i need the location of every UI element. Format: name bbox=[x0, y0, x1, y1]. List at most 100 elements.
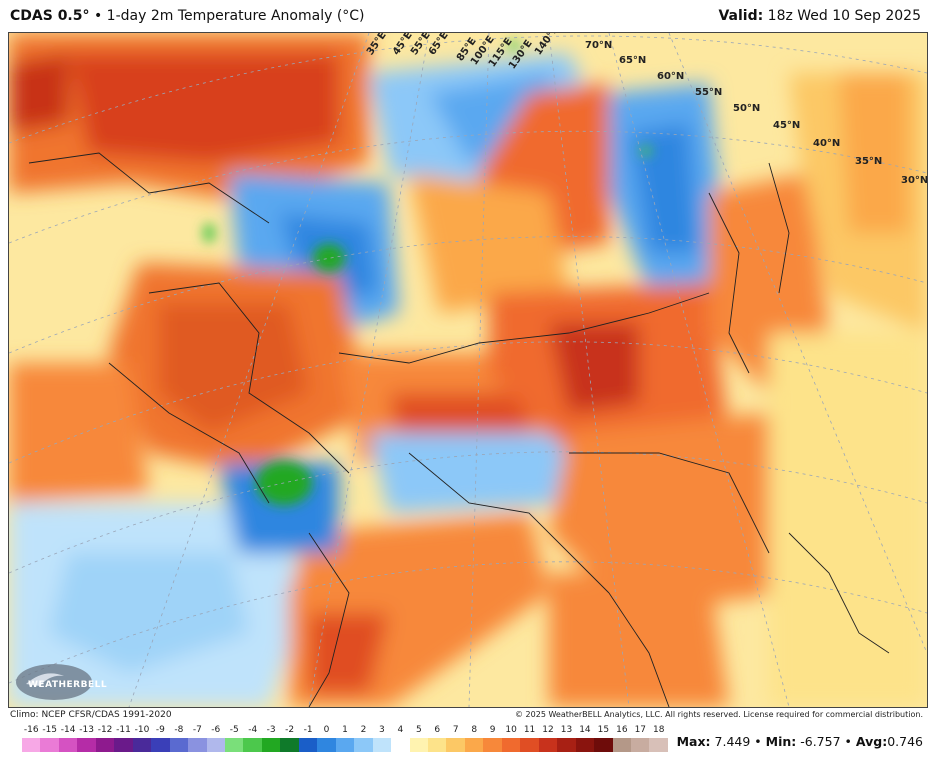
product-name: 1-day 2m Temperature Anomaly (°C) bbox=[106, 8, 365, 24]
lat-label-70: 70°N bbox=[585, 40, 613, 51]
colorbar-swatch bbox=[409, 738, 428, 752]
stats-dot-1: • bbox=[750, 734, 766, 749]
colorbar-tick-label: 6 bbox=[434, 725, 441, 735]
climo-note: Climo: NCEP CFSR/CDAS 1991-2020 bbox=[10, 710, 172, 720]
lat-label-50: 50°N bbox=[733, 103, 761, 114]
colorbar-tick-label: -3 bbox=[266, 725, 276, 735]
colorbar-tick-label: 8 bbox=[471, 725, 478, 735]
colorbar-tick-label: 15 bbox=[597, 725, 610, 735]
anomaly-map: 70°N 65°N 60°N 55°N 50°N 45°N 40°N 35°N … bbox=[8, 32, 928, 708]
colorbar-tick-label: -9 bbox=[155, 725, 165, 735]
colorbar-swatch bbox=[630, 738, 650, 752]
colorbar-tick-label: -8 bbox=[174, 725, 184, 735]
colorbar-swatch bbox=[280, 738, 299, 752]
colorbar-tick-label: 18 bbox=[653, 725, 665, 735]
colorbar-tick-label: 12 bbox=[542, 725, 554, 735]
colorbar bbox=[22, 738, 668, 752]
country-boundaries bbox=[28, 152, 890, 707]
min-label: Min: bbox=[765, 734, 797, 749]
max-value: 7.449 bbox=[714, 734, 751, 749]
colorbar-tick-label: 4 bbox=[397, 725, 404, 735]
colorbar-swatch bbox=[464, 738, 484, 752]
anomaly-field bbox=[9, 33, 927, 707]
colorbar-tick-label: -6 bbox=[211, 725, 221, 735]
colorbar-tick-label: 10 bbox=[505, 725, 517, 735]
colorbar-tick-label: -15 bbox=[42, 725, 58, 735]
weatherbell-logo bbox=[16, 664, 92, 700]
valid-label: Valid: bbox=[718, 8, 764, 24]
colorbar-tick-label: -13 bbox=[79, 725, 94, 735]
colorbar-tick-label: -16 bbox=[23, 725, 39, 735]
header: CDAS 0.5° • 1-day 2m Temperature Anomaly… bbox=[0, 0, 935, 32]
colorbar-swatch bbox=[114, 738, 133, 752]
colorbar-swatch bbox=[206, 738, 225, 752]
colorbar-tick-label: 7 bbox=[452, 725, 459, 735]
lat-label-55: 55°N bbox=[695, 87, 723, 98]
colorbar-swatch bbox=[483, 738, 502, 752]
colorbar-swatch bbox=[594, 738, 613, 752]
lat-label-45: 45°N bbox=[773, 120, 801, 131]
colorbar-swatch bbox=[612, 738, 631, 752]
colorbar-swatch bbox=[520, 738, 539, 752]
colorbar-swatch bbox=[354, 738, 373, 752]
colorbar-swatch bbox=[391, 738, 410, 752]
colorbar-swatch bbox=[95, 738, 115, 752]
title-separator: • bbox=[89, 8, 107, 24]
colorbar-tick-label: -14 bbox=[60, 725, 76, 735]
model-name: CDAS 0.5° bbox=[10, 8, 90, 24]
map-canvas bbox=[9, 33, 927, 707]
colorbar-tick-label: 11 bbox=[523, 725, 536, 735]
avg-label: Avg: bbox=[855, 734, 888, 749]
colorbar-tick-label: -12 bbox=[97, 725, 113, 735]
colorbar-tick-label: 16 bbox=[616, 725, 628, 735]
colorbar-tick-label: 14 bbox=[579, 725, 591, 735]
colorbar-swatch bbox=[298, 738, 318, 752]
colorbar-swatch bbox=[501, 738, 521, 752]
colorbar-tick-label: 17 bbox=[634, 725, 647, 735]
colorbar-swatch bbox=[557, 738, 576, 752]
colorbar-swatch bbox=[446, 738, 465, 752]
lat-label-30: 30°N bbox=[901, 175, 928, 186]
lat-label-35: 35°N bbox=[855, 156, 883, 167]
logo-text: WEATHERBELL bbox=[28, 680, 108, 690]
valid-time: Valid: 18z Wed 10 Sep 2025 bbox=[718, 8, 921, 24]
colorbar-swatch bbox=[40, 738, 59, 752]
colorbar-swatch bbox=[22, 738, 41, 752]
colorbar-swatch bbox=[151, 738, 170, 752]
lat-label-40: 40°N bbox=[813, 138, 841, 149]
colorbar-swatch bbox=[317, 738, 336, 752]
colorbar-swatch bbox=[58, 738, 78, 752]
colorbar-tick-label: 3 bbox=[379, 725, 385, 735]
colorbar-tick-label: -7 bbox=[192, 725, 202, 735]
max-label: Max: bbox=[676, 734, 711, 749]
colorbar-tick-label: -1 bbox=[303, 725, 313, 735]
colorbar-swatch bbox=[372, 738, 392, 752]
colorbar-swatch bbox=[188, 738, 207, 752]
colorbar-tick-label: 5 bbox=[415, 725, 422, 735]
colorbar-swatch bbox=[261, 738, 281, 752]
colorbar-tick-label: 9 bbox=[489, 725, 496, 735]
colorbar-tick-label: 2 bbox=[360, 725, 367, 735]
lat-label-60: 60°N bbox=[657, 71, 685, 82]
lat-label-65: 65°N bbox=[619, 55, 647, 66]
colorbar-ticks: -16 -15 -14 -13 -12 -11 -10 -9 -8 -7 -6 -5 -4 -3 -2 -1 0… bbox=[22, 725, 668, 737]
valid-time-value: 18z Wed 10 Sep 2025 bbox=[767, 8, 921, 24]
colorbar-tick-label: -2 bbox=[285, 725, 295, 735]
colorbar-tick-label: 13 bbox=[560, 725, 573, 735]
graticule bbox=[9, 33, 927, 707]
colorbar-swatch bbox=[649, 738, 668, 752]
colorbar-swatch bbox=[132, 738, 152, 752]
stats-dot-2: • bbox=[840, 734, 856, 749]
colorbar-tick-label: -11 bbox=[116, 725, 131, 735]
colorbar-swatch bbox=[169, 738, 189, 752]
min-value: -6.757 bbox=[800, 734, 841, 749]
copyright-note: © 2025 WeatherBELL Analytics, LLC. All r… bbox=[515, 710, 923, 719]
colorbar-swatch bbox=[427, 738, 447, 752]
colorbar-swatch bbox=[224, 738, 244, 752]
colorbar-swatch bbox=[243, 738, 262, 752]
stats-summary: Max: 7.449 • Min: -6.757 • Avg:0.746 bbox=[677, 734, 923, 749]
colorbar-swatch bbox=[77, 738, 96, 752]
colorbar-swatch bbox=[575, 738, 595, 752]
colorbar-tick-label: 1 bbox=[342, 725, 348, 735]
colorbar-swatch bbox=[538, 738, 558, 752]
